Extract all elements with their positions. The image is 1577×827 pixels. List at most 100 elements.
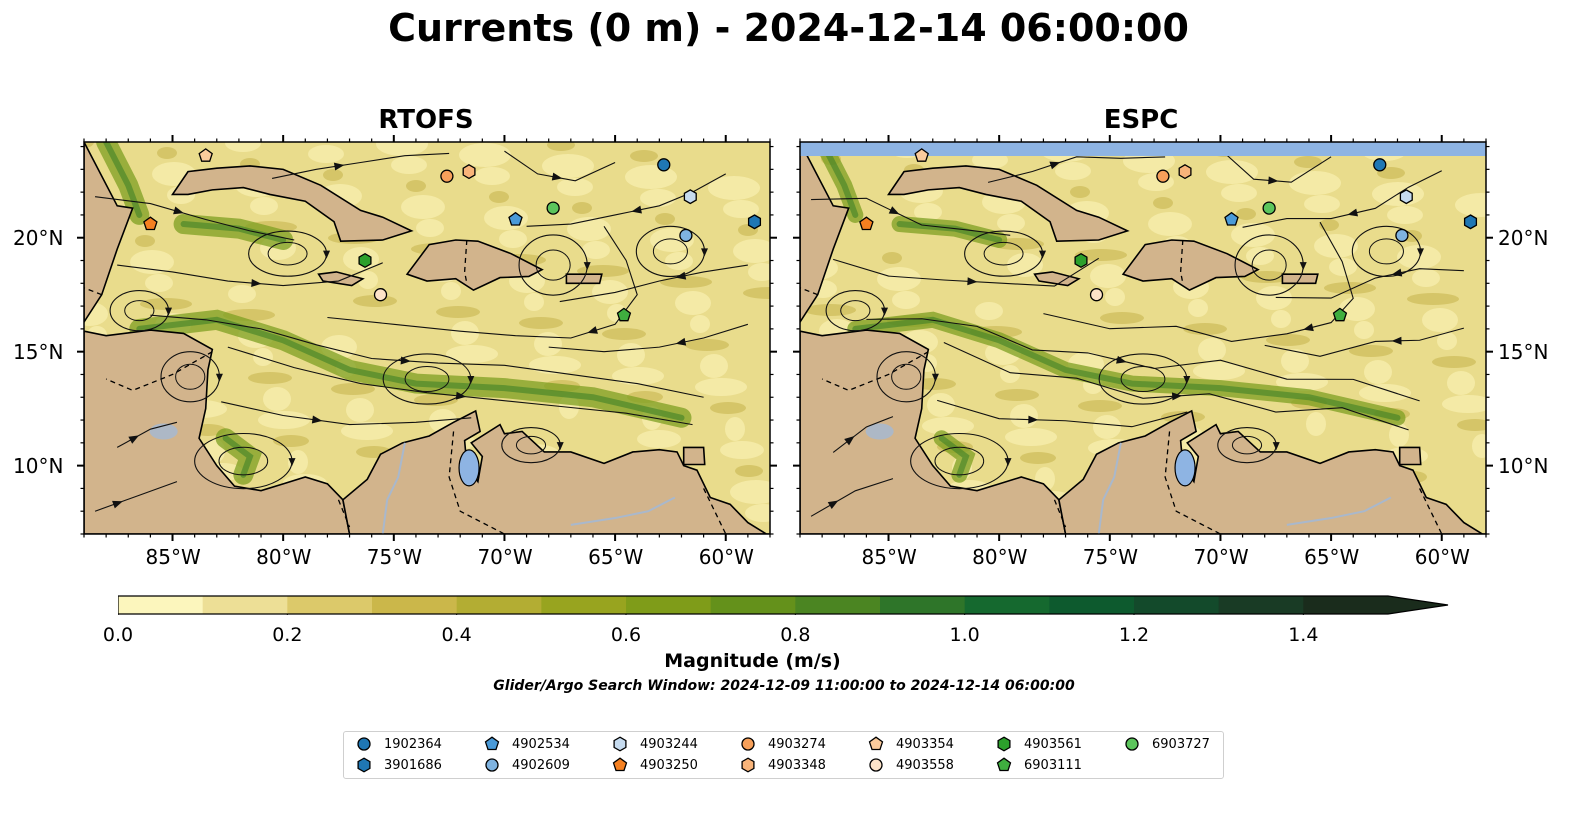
streamline-arrow bbox=[1049, 161, 1061, 170]
colorbar-segment bbox=[202, 596, 288, 614]
float-marker-4903561 bbox=[1074, 252, 1088, 269]
speed-patch bbox=[157, 147, 177, 159]
legend-marker bbox=[612, 757, 628, 772]
eddy bbox=[124, 300, 155, 322]
streamline bbox=[811, 197, 1011, 236]
speed-patch bbox=[1422, 308, 1458, 332]
streamline bbox=[832, 416, 894, 453]
colorbar-tick-label: 1.4 bbox=[1288, 624, 1319, 646]
float-marker-6903727 bbox=[546, 201, 560, 215]
speed-patch bbox=[743, 287, 770, 299]
colorbar-segment bbox=[795, 596, 881, 614]
speed-patch bbox=[1193, 362, 1245, 380]
speed-patch bbox=[602, 328, 646, 340]
legend-item: 6903727 bbox=[1124, 736, 1210, 752]
lon-label: 70°W bbox=[477, 545, 533, 569]
eddy-arrow bbox=[165, 307, 173, 316]
country-border bbox=[1053, 499, 1067, 528]
colorbar-segment bbox=[1134, 596, 1220, 614]
fast-current-core bbox=[938, 435, 970, 478]
speed-patch bbox=[592, 280, 628, 304]
float-marker-4902534 bbox=[508, 211, 523, 226]
streamline-arrow bbox=[631, 205, 642, 214]
colorbar-tick-label: 0.0 bbox=[102, 624, 134, 646]
search-window-subtitle: Glider/Argo Search Window: 2024-12-09 11… bbox=[493, 678, 1075, 694]
lon-label: 80°W bbox=[256, 545, 312, 569]
streamline-arrow bbox=[844, 436, 855, 446]
speed-patch bbox=[572, 202, 592, 214]
streamline bbox=[559, 264, 748, 303]
speed-patch bbox=[323, 169, 343, 181]
speed-patch bbox=[263, 387, 291, 411]
float-marker-4903354 bbox=[914, 148, 929, 162]
speed-patch bbox=[665, 252, 693, 270]
speed-patch bbox=[1314, 234, 1358, 258]
speed-patch bbox=[720, 441, 764, 459]
float-marker-4902609 bbox=[1395, 228, 1409, 243]
speed-patch bbox=[1442, 395, 1486, 413]
eddy bbox=[1231, 435, 1263, 455]
lon-label: 70°W bbox=[1193, 545, 1249, 569]
streamline-arrow bbox=[112, 500, 123, 509]
float-legend: 1902364 3901686 4902534 4902609 4903244 49032… bbox=[343, 731, 1224, 779]
speed-patch bbox=[1319, 219, 1339, 231]
speed-patch bbox=[1437, 332, 1457, 350]
speed-patch bbox=[1153, 197, 1173, 209]
streamline-arrow bbox=[827, 500, 839, 510]
legend-item: 6903111 bbox=[996, 757, 1082, 773]
float-marker-4902534 bbox=[1224, 211, 1239, 226]
speed-patch bbox=[228, 285, 256, 303]
speed-patch bbox=[730, 480, 770, 504]
speed-patch bbox=[1000, 365, 1020, 383]
speed-patch bbox=[700, 354, 728, 378]
speed-patch bbox=[690, 315, 710, 333]
speed-patch bbox=[1183, 323, 1227, 335]
float-marker-6903727 bbox=[1262, 201, 1276, 215]
speed-patch bbox=[376, 142, 428, 156]
lon-label: 75°W bbox=[1082, 545, 1139, 569]
streamline bbox=[94, 481, 178, 512]
speed-patch bbox=[804, 304, 856, 316]
map-svg bbox=[77, 135, 777, 541]
streamline-arrow bbox=[1347, 208, 1359, 217]
speed-patch bbox=[346, 398, 374, 422]
legend-item: 4902534 bbox=[484, 736, 570, 752]
land-hispaniola bbox=[405, 239, 544, 292]
colorbar-tick-label: 0.2 bbox=[272, 624, 303, 646]
speed-patch bbox=[723, 200, 759, 218]
fast-current-core bbox=[103, 142, 143, 218]
streamline bbox=[987, 156, 1166, 183]
speed-patch bbox=[1407, 293, 1459, 305]
colorbar-segment bbox=[1303, 596, 1389, 614]
speed-patch bbox=[1148, 212, 1192, 236]
legend-marker bbox=[868, 736, 884, 751]
legend-item: 4903561 bbox=[996, 736, 1082, 752]
streamline bbox=[1264, 327, 1465, 357]
hexagon-marker-icon bbox=[613, 736, 627, 752]
speed-patch bbox=[401, 195, 445, 219]
lake-maracaibo bbox=[1174, 449, 1196, 487]
streamline-arrow bbox=[1303, 323, 1314, 332]
map-content bbox=[800, 142, 1486, 534]
lat-label-right: 20°N bbox=[1498, 225, 1549, 250]
speed-patch bbox=[1432, 356, 1476, 368]
legend-marker bbox=[1125, 737, 1139, 751]
legend-marker bbox=[484, 736, 500, 751]
map-svg bbox=[793, 135, 1493, 541]
circle-marker-icon bbox=[357, 737, 371, 751]
streamline-arrow bbox=[455, 391, 467, 400]
speed-patch bbox=[630, 150, 658, 162]
colorbar-tick-label: 0.6 bbox=[610, 624, 642, 646]
lon-label: 60°W bbox=[1414, 545, 1470, 569]
speed-patch bbox=[288, 450, 308, 474]
streamline-arrow bbox=[888, 206, 900, 215]
speed-patch bbox=[1276, 373, 1328, 391]
float-marker-4903348 bbox=[462, 164, 476, 180]
lon-label: 80°W bbox=[972, 545, 1028, 569]
speed-patch bbox=[499, 230, 527, 248]
float-marker-4903348 bbox=[1178, 164, 1192, 180]
eddy-arrow bbox=[700, 248, 708, 257]
land-mexico bbox=[800, 142, 850, 324]
country-border bbox=[84, 287, 102, 296]
speed-patch bbox=[451, 321, 479, 345]
